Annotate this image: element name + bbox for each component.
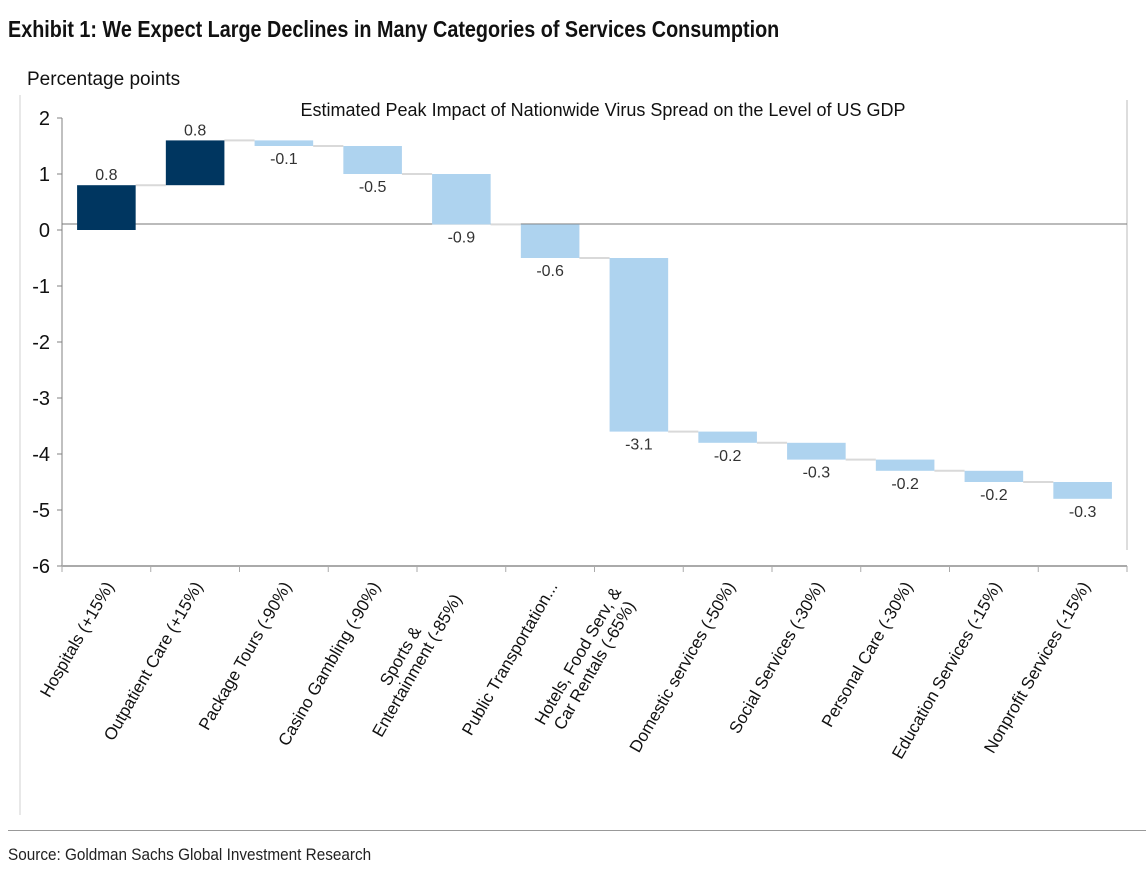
bar bbox=[787, 442, 846, 460]
x-tick-label: Package Tours (-90%) bbox=[195, 579, 295, 734]
data-label: -0.5 bbox=[359, 179, 387, 196]
chart-title: Estimated Peak Impact of Nationwide Viru… bbox=[301, 100, 906, 120]
bar bbox=[609, 258, 669, 432]
source-note: Source: Goldman Sachs Global Investment … bbox=[8, 845, 372, 864]
bar bbox=[875, 459, 935, 471]
x-tick-label: Casino Gambling (-90%) bbox=[275, 579, 385, 750]
x-tick-label: Hospitals (+15%) bbox=[36, 579, 117, 701]
x-tick-label: Outpatient Care (+15%) bbox=[100, 579, 206, 744]
data-label: 0.8 bbox=[184, 122, 206, 139]
exhibit-title: Exhibit 1: We Expect Large Declines in M… bbox=[8, 16, 780, 42]
x-tick-label: Social Services (-30%) bbox=[725, 579, 827, 737]
data-label: -0.2 bbox=[714, 448, 742, 465]
bar bbox=[1053, 482, 1112, 499]
y-tick-label: -1 bbox=[32, 276, 50, 298]
data-label: -0.3 bbox=[1069, 504, 1097, 521]
y-tick-label: -2 bbox=[32, 332, 50, 354]
y-tick-label: -4 bbox=[32, 444, 50, 466]
y-tick-label: 0 bbox=[39, 220, 50, 242]
y-axis-label: Percentage points bbox=[27, 69, 181, 90]
bar bbox=[343, 146, 402, 174]
bar bbox=[698, 431, 757, 443]
bar bbox=[254, 140, 314, 146]
data-label: -0.1 bbox=[270, 151, 298, 168]
x-tick-label: Domestic services (-50%) bbox=[626, 579, 739, 756]
data-label: 0.8 bbox=[95, 167, 117, 184]
data-label: -0.9 bbox=[448, 229, 476, 246]
x-tick-label: Personal Care (-30%) bbox=[818, 579, 917, 731]
y-tick-label: -3 bbox=[32, 388, 50, 410]
x-tick-label: Nonprofit Services (-15%) bbox=[980, 579, 1094, 757]
data-label: -0.3 bbox=[803, 465, 831, 482]
y-tick-label: -5 bbox=[32, 500, 50, 522]
data-label: -0.2 bbox=[980, 487, 1008, 504]
y-tick-label: 1 bbox=[39, 164, 50, 186]
y-tick-label: -6 bbox=[32, 556, 50, 578]
data-label: -0.6 bbox=[536, 263, 564, 280]
bar bbox=[165, 140, 225, 186]
y-tick-label: 2 bbox=[39, 108, 50, 130]
bar bbox=[964, 470, 1024, 482]
bar bbox=[77, 185, 136, 230]
divider bbox=[8, 830, 1146, 831]
data-label: -0.2 bbox=[891, 476, 919, 493]
waterfall-chart: Estimated Peak Impact of Nationwide Viru… bbox=[19, 95, 1128, 815]
bar bbox=[520, 224, 580, 258]
bar bbox=[432, 174, 491, 225]
data-label: -3.1 bbox=[625, 437, 653, 454]
